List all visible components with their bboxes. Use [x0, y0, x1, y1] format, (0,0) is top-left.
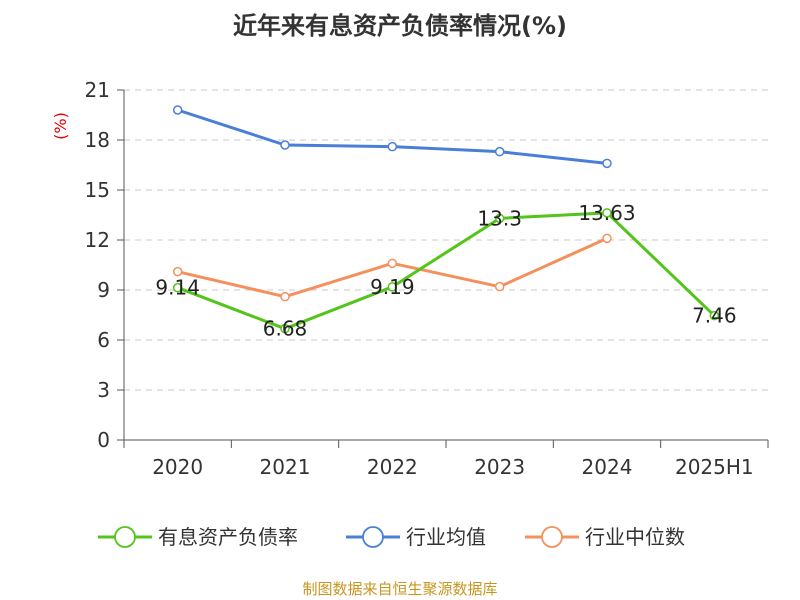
- data-labels: 9.14 6.68 9.19 13.3 13.63 7.46: [155, 201, 736, 341]
- y-tick-label: 18: [85, 128, 110, 152]
- x-tick-label: 2021: [260, 455, 311, 479]
- data-point: [387, 141, 398, 152]
- data-label: 7.46: [692, 304, 737, 328]
- data-label: 6.68: [263, 317, 308, 341]
- y-tick-label: 9: [97, 278, 110, 302]
- data-point: [602, 208, 612, 218]
- y-tick-label: 12: [85, 228, 110, 252]
- y-tick-label: 6: [97, 328, 110, 352]
- data-point: [172, 105, 183, 115]
- series-line-1: [177, 108, 608, 165]
- legend-label: 有息资产负债率: [158, 525, 298, 549]
- data-label: 9.14: [155, 276, 200, 300]
- data-point: [602, 233, 612, 244]
- data-point: [172, 282, 183, 293]
- legend-item[interactable]: 有息资产负债率: [98, 525, 298, 549]
- legend-marker: [114, 526, 136, 548]
- y-tick-label: 15: [85, 178, 110, 202]
- series-line-0: [177, 211, 716, 331]
- x-tick-label: 2020: [152, 455, 203, 479]
- x-tick-label: 2022: [367, 455, 418, 479]
- y-tick-label: 3: [97, 378, 110, 402]
- legend-label: 行业均值: [406, 525, 486, 549]
- x-tick-label: 2025H1: [675, 455, 754, 479]
- axes: 0 3 6 9 12 15 18 21 2020 2021 2022 2023 2024 2025H1: [85, 78, 769, 479]
- legend-item[interactable]: 行业均值: [346, 525, 486, 549]
- data-label: 13.3: [477, 206, 522, 230]
- x-tick-label: 2024: [582, 455, 633, 479]
- data-point: [387, 282, 398, 292]
- source-note: 制图数据来自恒生聚源数据库: [302, 580, 497, 598]
- series-layer: [172, 105, 720, 334]
- legend[interactable]: 有息资产负债率 行业均值 行业中位数: [98, 525, 685, 549]
- y-tick-label: 21: [85, 78, 110, 102]
- data-point: [494, 146, 505, 157]
- data-label: 13.63: [578, 201, 635, 225]
- legend-marker: [541, 526, 563, 548]
- legend-label: 行业中位数: [585, 525, 685, 549]
- legend-item[interactable]: 行业中位数: [525, 525, 685, 549]
- data-label: 9.19: [370, 275, 415, 299]
- grid-lines: [124, 89, 768, 391]
- data-point: [494, 281, 505, 292]
- y-axis-label: (%): [51, 112, 70, 140]
- data-point: [387, 258, 398, 269]
- data-point: [602, 158, 612, 169]
- x-tick-label: 2023: [474, 455, 525, 479]
- data-point: [172, 266, 183, 277]
- data-point: [280, 323, 290, 334]
- y-tick-label: 0: [97, 428, 110, 452]
- chart-title: 近年来有息资产负债率情况(%): [233, 12, 567, 40]
- data-point: [280, 140, 290, 150]
- data-point: [709, 310, 720, 321]
- data-point: [494, 213, 505, 224]
- legend-marker: [362, 526, 384, 548]
- data-point: [280, 291, 290, 302]
